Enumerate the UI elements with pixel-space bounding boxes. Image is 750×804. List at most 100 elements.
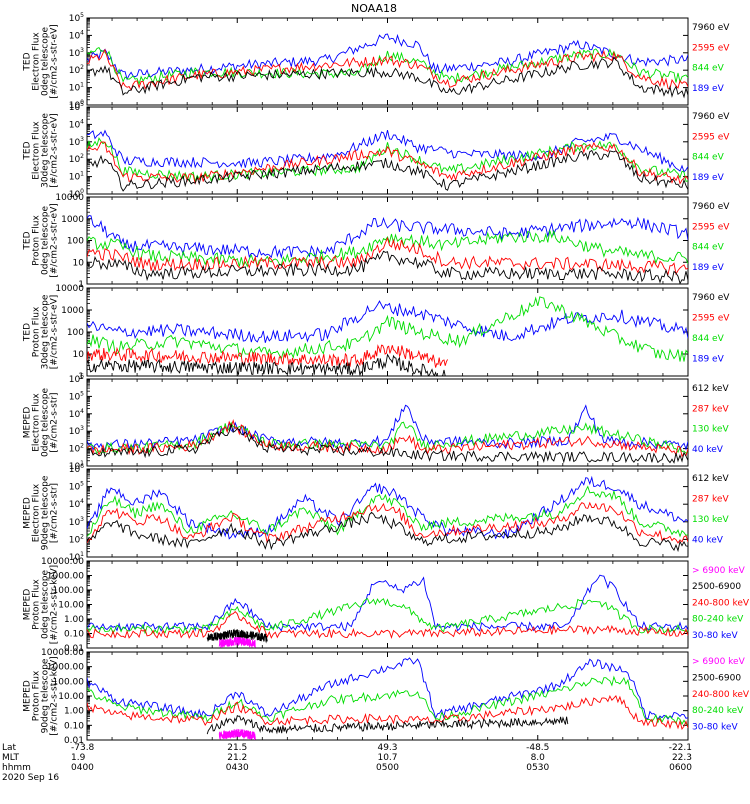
y-tick-label: 102	[69, 533, 84, 545]
legend-entry: 2595 eV	[692, 314, 730, 324]
y-tick-label: 104	[69, 29, 84, 41]
y-axis-label-line: [#/cm2-s-str]	[50, 483, 60, 543]
y-tick-label: 106	[69, 373, 84, 385]
series-line-2595-ev	[87, 344, 448, 368]
y-tick-label: 104	[69, 498, 84, 510]
legend-entry: 2595 eV	[692, 43, 730, 53]
x-tick-label-lat: 49.3	[377, 743, 397, 753]
y-tick-label: 0.01	[64, 644, 84, 654]
y-tick-label: 100	[69, 188, 84, 200]
series-group	[87, 404, 688, 464]
y-axis-label-line: 0deg telescope	[41, 388, 51, 458]
x-tick-label-lat: -48.5	[526, 743, 549, 753]
y-tick-label: 10.00	[58, 601, 84, 611]
series-line-2595-ev	[87, 141, 688, 185]
series-line-2500-6900	[206, 715, 569, 735]
series-line-80-240-kev	[87, 597, 688, 635]
y-axis-label-line: Electron Flux	[32, 483, 42, 542]
y-tick-label: 10000.00	[41, 557, 84, 567]
legend-entry: 7960 eV	[692, 202, 730, 212]
y-tick-label: 0.10	[64, 721, 84, 731]
legend-entry: 2595 eV	[692, 132, 730, 142]
y-tick-label: 104	[69, 408, 84, 420]
y-axis-label-line: 0deg telescope	[41, 27, 51, 97]
series-line-130-kev	[87, 485, 688, 538]
legend-entry: 189 eV	[692, 263, 725, 273]
panel-frame	[86, 287, 689, 377]
y-tick-label: 100.00	[53, 586, 85, 596]
y-axis-label-line: [#/cm2-s-str-eV]	[50, 113, 60, 188]
y-tick-label: 105	[69, 101, 84, 113]
legend-entry: 30-80 keV	[692, 631, 738, 641]
series-line-80-240-kev	[87, 675, 688, 726]
date-label: 2020 Sep 16	[2, 773, 59, 783]
y-tick-label: 101	[69, 82, 84, 94]
series-line-240-800-kev	[87, 694, 688, 731]
y-axis-label-line: Proton Flux	[32, 306, 42, 357]
series-line-189-ev	[87, 33, 688, 81]
panel-frame	[86, 378, 689, 467]
x-tick-label-hhmm: 0530	[526, 763, 549, 773]
y-tick-label: 103	[69, 47, 84, 59]
x-tick-label-hhmm: 0500	[376, 763, 399, 773]
series-group	[87, 574, 688, 648]
x-tick-label-hhmm: 0430	[226, 763, 249, 773]
y-tick-label: 10.00	[58, 692, 84, 702]
legend-entry: 40 keV	[692, 445, 724, 455]
y-tick-label: 100	[69, 99, 84, 111]
legend-entry: 844 eV	[692, 64, 725, 74]
y-tick-label: 0.10	[64, 630, 84, 640]
panel-frame	[86, 17, 689, 106]
series-line-7960-ev	[87, 353, 448, 376]
x-tick-label-mlt: 10.7	[377, 753, 397, 763]
y-axis-label-line: Proton Flux	[32, 215, 42, 266]
y-axis-label-line: 30deg telescope	[41, 113, 51, 188]
series-line-7960-ev	[87, 149, 688, 192]
legend-entry: 844 eV	[692, 334, 725, 344]
x-tick-label-mlt: 1.9	[71, 753, 86, 763]
legend-entry: 287 keV	[692, 404, 729, 414]
series-line-189-ev	[87, 300, 688, 343]
series-line-7960-ev	[87, 250, 688, 284]
series-line-2595-ev	[87, 236, 688, 276]
x-tick-label-hhmm: 0600	[669, 763, 692, 773]
series-line-30-80-kev	[87, 574, 688, 633]
legend-entry: 7960 eV	[692, 112, 730, 122]
y-tick-label: 100.00	[53, 677, 85, 687]
y-tick-label: 1.00	[64, 615, 84, 625]
y-tick-label: 1000	[61, 215, 84, 225]
legend-entry: 40 keV	[692, 536, 724, 546]
y-tick-label: 10000.00	[41, 648, 84, 658]
series-line-2595-ev	[87, 48, 688, 92]
y-tick-label: 103	[69, 425, 84, 437]
series-group	[87, 475, 688, 553]
legend-entry: 80-240 keV	[692, 615, 744, 625]
legend-entry: 612 keV	[692, 474, 729, 484]
y-axis-label-line: [#/cm2-s-str-eV]	[50, 203, 60, 278]
y-axis-label-line: TED	[23, 231, 33, 250]
y-axis-label-line: 0deg telescope	[41, 570, 51, 640]
panel-frame	[86, 106, 689, 195]
series-line-287-kev	[87, 419, 688, 458]
y-tick-label: 105	[69, 12, 84, 24]
legend-entry: 189 eV	[692, 355, 725, 365]
legend-entry: 7960 eV	[692, 293, 730, 303]
x-tick-label-hhmm: 0400	[71, 763, 94, 773]
legend-entry: 240-800 keV	[692, 690, 750, 700]
series-line-612-kev	[87, 511, 688, 553]
y-axis-label-line: MEPED	[23, 407, 33, 439]
y-axis-label-line: 90deg telescope	[41, 475, 51, 550]
series-line--6900-kev	[218, 637, 256, 648]
y-tick-label: 10	[73, 350, 85, 360]
series-line-287-kev	[87, 501, 688, 544]
y-tick-label: 1	[78, 372, 84, 382]
y-tick-label: 102	[69, 64, 84, 76]
panel-frame	[86, 651, 689, 741]
y-axis-label-line: Proton Flux	[32, 579, 42, 630]
legend-entry: > 6900 keV	[692, 657, 746, 667]
y-axis-label-line: [#/cm2-s-str-eV]	[50, 295, 60, 370]
y-tick-label: 1000	[61, 306, 84, 316]
